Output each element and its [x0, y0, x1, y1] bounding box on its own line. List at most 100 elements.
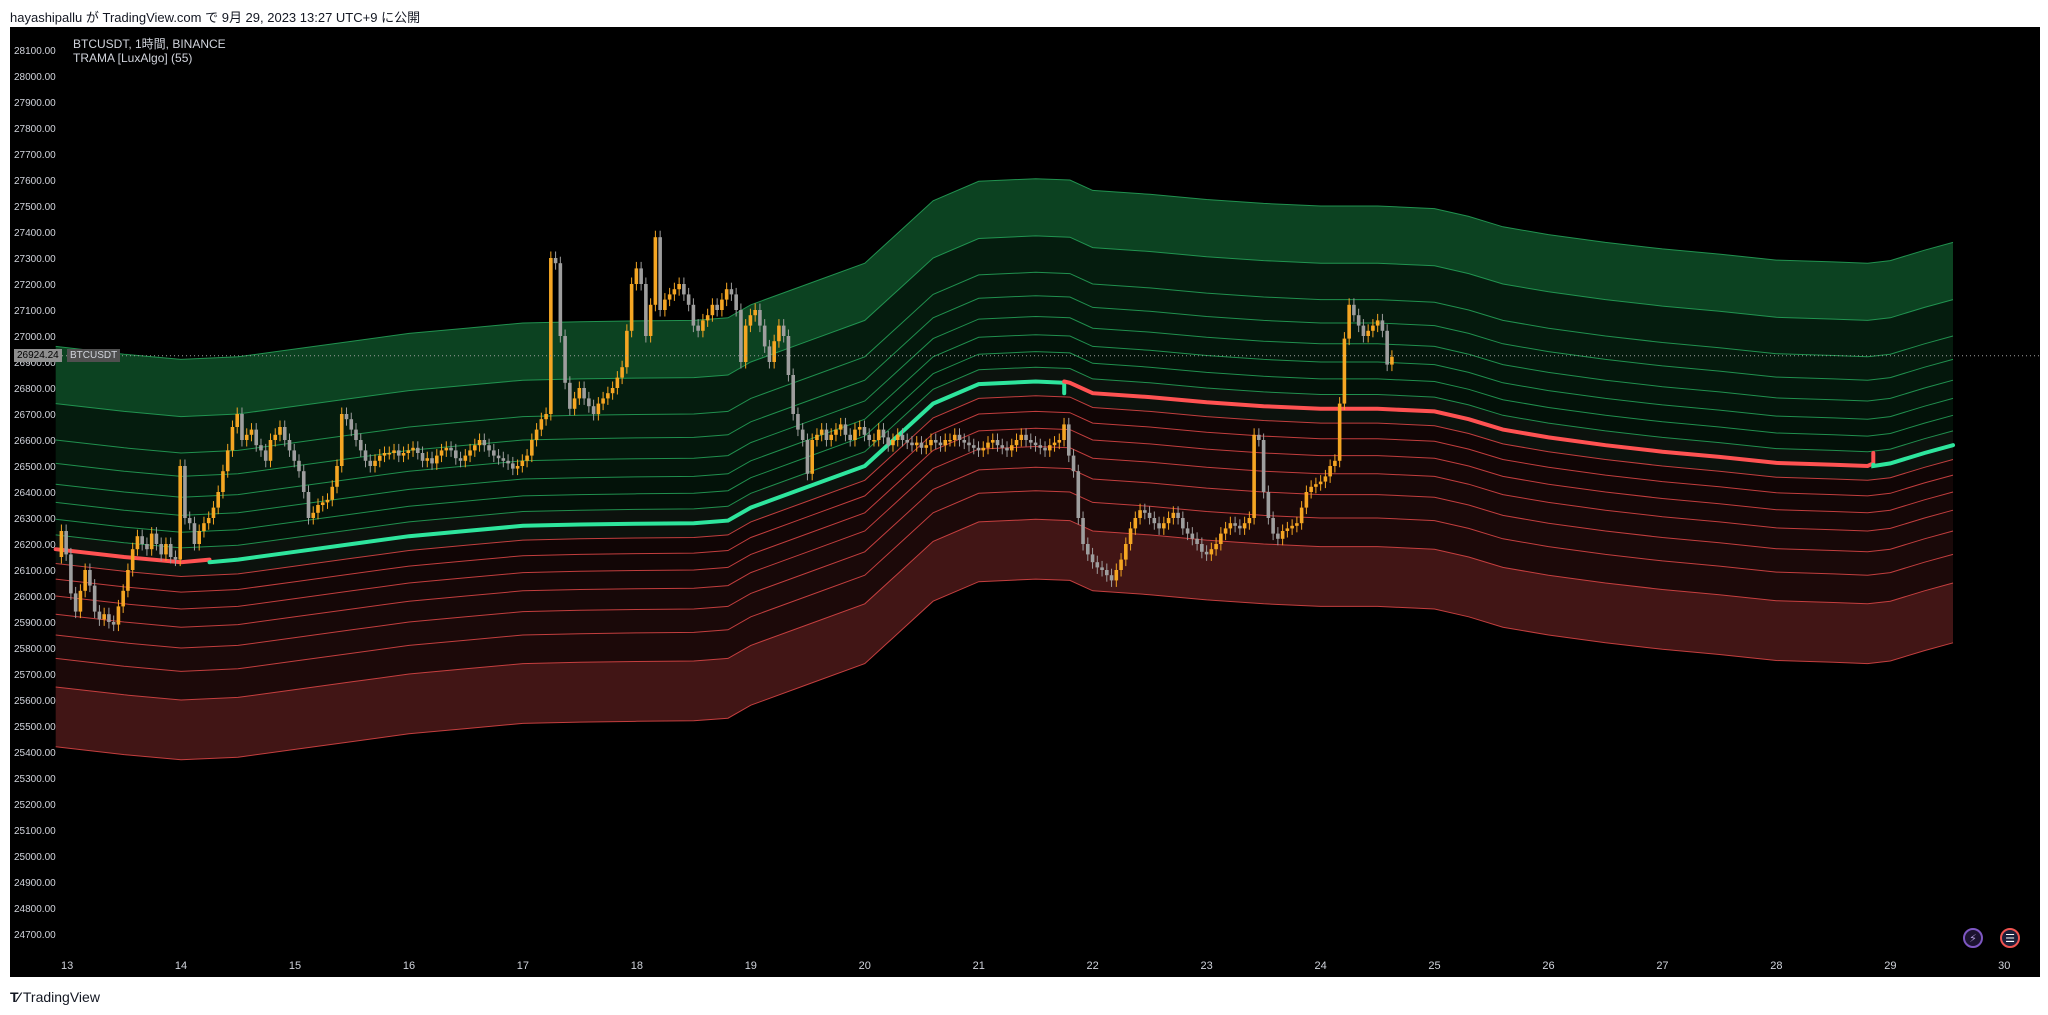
candle-body	[819, 429, 824, 435]
candle-body	[672, 289, 677, 295]
candle-body	[962, 440, 967, 443]
candle-body	[1028, 440, 1033, 443]
candle-body	[990, 440, 995, 443]
candle-body	[853, 429, 857, 440]
candle-body	[515, 466, 520, 469]
y-tick-label: 26100.00	[14, 566, 56, 577]
band-fill-bear-1	[55, 490, 1954, 700]
candle-body	[1323, 476, 1328, 482]
candle-body	[1242, 523, 1247, 529]
candle-body	[107, 614, 111, 622]
candle-body	[791, 375, 795, 414]
candle-body	[73, 593, 78, 612]
candle-body	[235, 414, 240, 427]
x-tick-label: 23	[1201, 960, 1213, 972]
candle-body	[297, 460, 301, 472]
y-tick-label: 25700.00	[14, 670, 56, 681]
candle-body	[644, 284, 648, 336]
us-flag-icon[interactable]: ☰	[2000, 928, 2020, 948]
candle-body	[910, 442, 914, 446]
candle-body	[59, 531, 64, 557]
candle-body	[330, 486, 335, 500]
candle-body	[572, 398, 577, 409]
candle-body	[620, 367, 624, 378]
y-tick-label: 25300.00	[14, 774, 56, 785]
candle-body	[92, 585, 97, 612]
candle-body	[734, 294, 738, 310]
candle-body	[178, 466, 182, 560]
candle-body	[834, 429, 838, 435]
candle-body	[430, 458, 434, 464]
candle-body	[762, 325, 767, 347]
candle-body	[1375, 320, 1380, 326]
candle-body	[1081, 518, 1085, 544]
trama-line-3	[1871, 443, 1955, 469]
candle-body	[425, 458, 430, 461]
candle-body	[154, 533, 159, 544]
footer-brand-label: TradingView	[22, 989, 100, 1005]
candle-body	[615, 377, 620, 388]
candle-body	[111, 622, 116, 625]
y-tick-label: 26900.00	[14, 358, 56, 369]
candle-body	[1228, 523, 1233, 529]
band-line-12	[55, 295, 1954, 477]
candle-body	[325, 499, 330, 503]
band-line-15	[55, 178, 1954, 360]
candle-body	[453, 450, 458, 459]
band-fill-bull-12	[55, 272, 1954, 477]
candle-body	[1356, 315, 1361, 326]
candle-body	[1133, 518, 1138, 529]
candle-body	[1252, 434, 1256, 518]
candle-body	[168, 544, 173, 557]
candle-body	[943, 440, 948, 446]
candle-body	[610, 388, 615, 394]
candle-body	[173, 557, 178, 560]
crosshair-price-label: 26924.24	[14, 348, 62, 362]
candle-body	[1062, 424, 1066, 440]
x-tick-label: 14	[175, 960, 187, 972]
footer-brand[interactable]: T⁄ TradingView	[10, 989, 100, 1005]
candle-body	[715, 304, 719, 310]
candle-body	[838, 424, 843, 430]
candle-body	[335, 466, 339, 487]
candle-body	[1190, 533, 1195, 539]
candle-body	[1176, 512, 1180, 518]
candle-body	[1038, 445, 1043, 448]
x-tick-label: 16	[403, 960, 415, 972]
candle-body	[1304, 492, 1309, 508]
candle-body	[463, 455, 468, 461]
candle-body	[396, 450, 401, 456]
y-tick-label: 27500.00	[14, 202, 56, 213]
candle-body	[824, 429, 829, 440]
candle-body	[506, 460, 510, 464]
candle-body	[1361, 325, 1366, 336]
candle-body	[468, 450, 472, 456]
candle-body	[591, 406, 596, 414]
candle-body	[1271, 518, 1275, 534]
candle-body	[511, 463, 515, 469]
y-tick-label: 25900.00	[14, 618, 56, 629]
candle-body	[705, 315, 710, 321]
candle-body	[439, 450, 444, 456]
candle-body	[1171, 512, 1176, 518]
candle-body	[292, 450, 297, 461]
candle-body	[957, 434, 962, 440]
candle-body	[677, 284, 681, 290]
candle-body	[1009, 445, 1014, 451]
candle-body	[358, 440, 363, 451]
band-fill-bear-3	[55, 446, 1954, 648]
lightning-icon[interactable]: ⚡	[1963, 928, 1983, 948]
y-tick-label: 27300.00	[14, 254, 56, 265]
publication-header: hayashipallu が TradingView.com で 9月 29, …	[10, 10, 421, 25]
candle-body	[387, 453, 392, 455]
candle-body	[240, 414, 244, 440]
candle-body	[758, 310, 762, 326]
candle-body	[772, 341, 776, 362]
candle-body	[149, 533, 154, 550]
chart-panel[interactable]: 24700.00 24800.00 24900.00 25000.00 25100.00…	[10, 27, 2040, 977]
candle-body	[415, 447, 420, 453]
candle-body	[701, 320, 705, 331]
price-chart[interactable]: 24700.00 24800.00 24900.00 25000.00 25100.00…	[10, 27, 2040, 977]
candle-body	[1066, 424, 1071, 456]
candle-body	[948, 440, 952, 442]
